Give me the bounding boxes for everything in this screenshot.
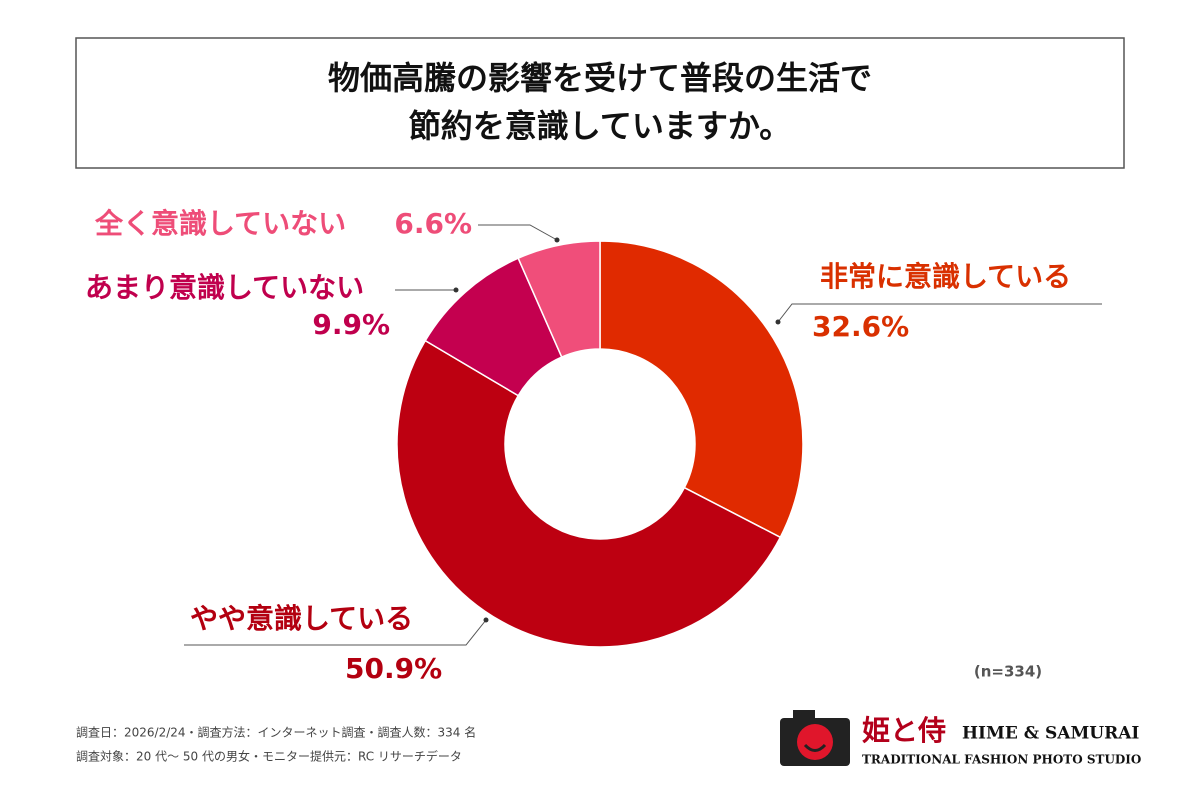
leader-dot <box>775 319 781 325</box>
title-box <box>75 37 1125 169</box>
leader-dot <box>483 617 489 623</box>
leader-dot <box>554 237 560 243</box>
slice-label: 全く意識していない <box>94 207 346 240</box>
slice-value-label: 50.9% <box>345 652 442 685</box>
logo: 姫と侍 HIME & SAMURAI TRADITIONAL FASHION P… <box>780 710 1141 767</box>
smile <box>803 743 827 752</box>
slice-value-label: 6.6% <box>394 207 472 240</box>
camera-lens <box>797 724 833 760</box>
footer-line: 調査日：2026/2/24・調査方法：インターネット調査・調査人数：334 名 <box>76 725 476 740</box>
slice-label: 非常に意識している <box>820 260 1071 293</box>
logo-tagline: TRADITIONAL FASHION PHOTO STUDIO <box>862 753 1141 767</box>
logo-en: HIME & SAMURAI <box>962 724 1139 744</box>
title-line: 物価高騰の影響を受けて普段の生活で <box>328 59 872 97</box>
leader-line <box>777 303 1102 323</box>
slice-label: あまり意識していない <box>85 271 364 304</box>
donut-slice <box>599 240 804 539</box>
donut-slice <box>396 339 782 648</box>
footer-line: 調査対象：20 代〜 50 代の男女・モニター提供元：RC リサーチデータ <box>76 749 462 764</box>
slice-value-label: 32.6% <box>812 310 909 343</box>
leader-line <box>478 224 558 241</box>
slice-label: やや意識している <box>190 602 413 635</box>
leader-dot <box>453 287 459 293</box>
slice-value-label: 9.9% <box>312 308 390 341</box>
sample-note: (n=334) <box>974 663 1042 681</box>
camera-top <box>793 710 815 720</box>
title-line: 節約を意識していますか。 <box>409 107 791 145</box>
logo-jp: 姫と侍 <box>862 714 946 747</box>
leader-line <box>184 619 487 646</box>
donut-slice <box>517 240 601 359</box>
